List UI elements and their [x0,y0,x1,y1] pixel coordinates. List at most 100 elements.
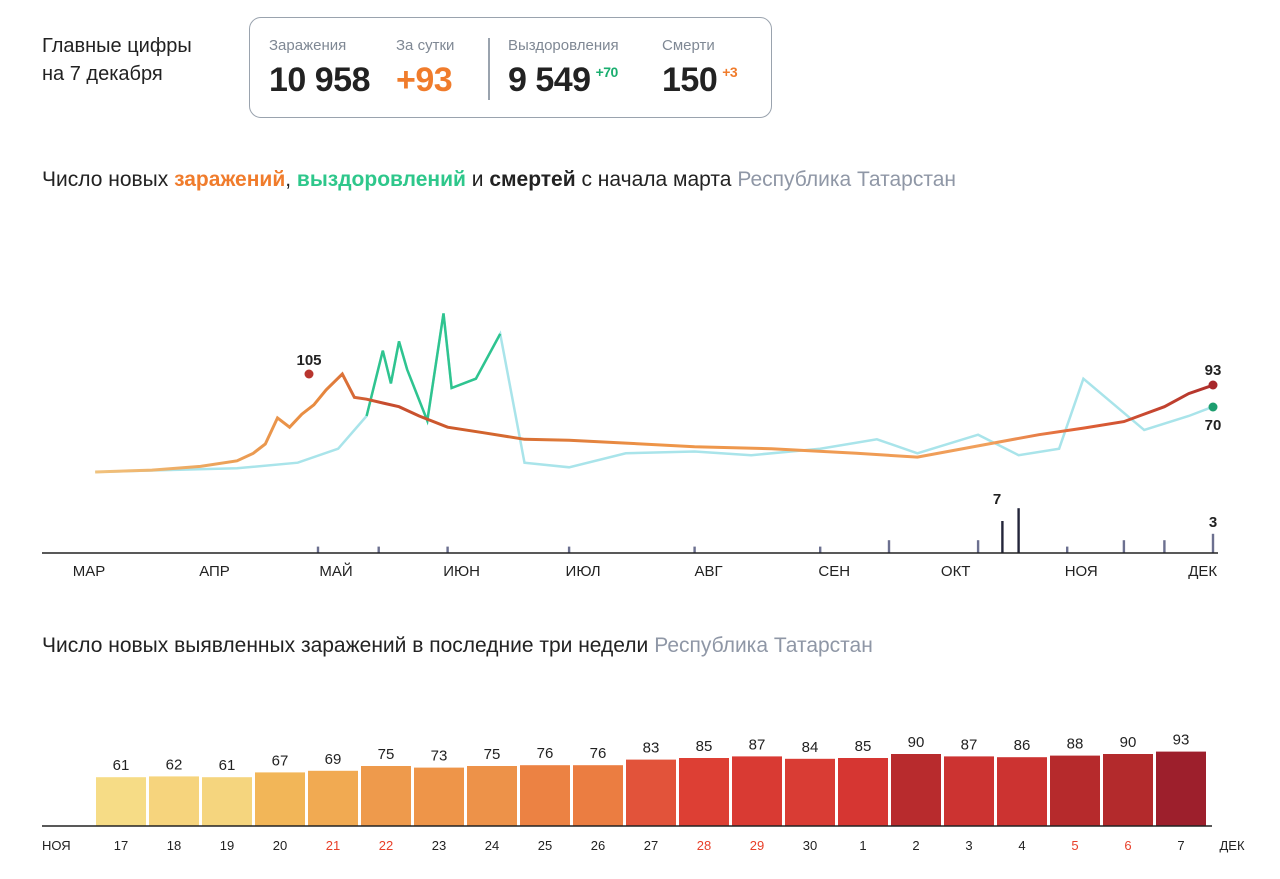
peak-marker [304,369,314,379]
death-bar [1122,540,1126,553]
bar-value: 87 [961,736,978,753]
day-label: 3 [965,838,972,853]
month-label: ИЮН [443,563,480,580]
bar [838,758,888,826]
day-label: 4 [1018,838,1025,853]
chart1-title: Число новых заражений, выздоровлений и с… [42,168,956,192]
chart1-title-sep1: , [285,168,297,191]
month-label: МАЙ [319,562,352,580]
infections-line [95,371,1214,474]
month-label: ДЕК [1188,563,1217,580]
chart2-plot: 61 62 61 67 69 75 73 75 76 76 83 85 87 84 85 90 87 86 88 90… [42,732,1245,853]
month-label: СЕН [818,563,850,580]
bar [361,766,411,826]
chart1-title-prefix: Число новых [42,168,175,191]
last-recoveries-marker [1208,402,1218,412]
summary-date: Главные цифры на 7 декабря [42,32,192,88]
month-label: МАР [73,563,106,580]
stat-daily-label: За сутки [396,37,455,54]
bar [997,757,1047,826]
bar-value: 75 [484,746,501,763]
last-infections-marker [1208,380,1218,390]
day-label: 5 [1071,838,1078,853]
day-label: 27 [644,838,658,853]
death-bar [976,540,980,553]
summary-date-line1: Главные цифры [42,35,192,57]
last-deaths-label: 3 [1209,514,1217,531]
bar-value: 86 [1014,737,1031,754]
day-label: 22 [379,838,393,853]
recoveries-line [95,313,1214,474]
bar [149,776,199,826]
bar-value: 90 [1120,734,1137,751]
bar [1103,754,1153,826]
day-label: 23 [432,838,446,853]
bar-value: 76 [537,745,554,762]
stat-infections-label: Заражения [269,37,347,54]
death-bar [567,546,571,553]
day-label: 28 [697,838,711,853]
bar-value: 88 [1067,736,1084,753]
bar [202,777,252,826]
chart1-title-sep2: и [465,168,490,191]
stat-recoveries-value: 9 549 [508,61,591,99]
month-label: АВГ [695,563,723,580]
chart2-region: Республика Татарстан [654,634,873,657]
death-bar [1017,508,1020,553]
day-label: 29 [750,838,764,853]
death-bar [446,546,449,553]
bar-value: 83 [643,740,660,757]
day-label: 24 [485,838,499,853]
bar-value: 67 [272,752,289,769]
bar-value: 61 [113,757,130,774]
chart1-title-recoveries: выздоровлений [296,168,466,191]
bar-value: 62 [166,756,183,773]
day-label: 17 [114,838,128,853]
deaths-bars [316,508,1215,553]
death-bar [693,546,696,553]
bar-value: 84 [802,739,819,756]
peak-label: 105 [296,352,321,369]
month-label: ИЮЛ [566,563,601,580]
stat-deaths-row: 150 +3 [662,61,738,100]
chart2-title-text: Число новых выявленных заражений в после… [42,634,649,657]
stat-deaths-label: Смерти [662,37,715,54]
death-bar [1163,540,1166,553]
stat-infections-value: 10 958 [269,61,371,99]
day-label: 2 [912,838,919,853]
month-label: НОЯ [1065,563,1098,580]
day-label: 21 [326,838,340,853]
bar-value: 87 [749,736,766,753]
stat-deaths-value: 150 [662,61,718,99]
death-bar [377,546,380,553]
bar [944,756,994,826]
chart2-title: Число новых выявленных заражений в после… [42,634,873,658]
month-label: ОКТ [941,563,971,580]
last-recoveries-label: 70 [1205,417,1222,434]
day-label: 18 [167,838,181,853]
bar-value: 93 [1173,732,1190,749]
day-label: 30 [803,838,817,853]
stats-panel: Заражения 10 958 За сутки +93 Выздоровле… [249,17,772,118]
bars: 61 62 61 67 69 75 73 75 76 76 83 85 87 84 85 90 87 86 88 90… [96,732,1206,826]
bar-value: 69 [325,751,342,768]
chart1-title-infections: заражений [174,168,286,191]
bar [891,754,941,826]
day-label: 20 [273,838,287,853]
stat-recoveries-delta: +70 [595,64,619,80]
chart1-plot: 105 93 70 7 3 МАР АПР МАЙ ИЮН ИЮЛ АВГ СЕН ОКТ НО… [42,313,1222,580]
month-label: АПР [199,563,230,580]
day-label: 7 [1177,838,1184,853]
bar-value: 61 [219,757,236,774]
death-bar [887,540,891,553]
bar-value: 76 [590,745,607,762]
day-label: 19 [220,838,234,853]
bar [96,777,146,826]
day-labels: 17 18 19 20 21 22 23 24 25 26 27 28 29 30 1 2 3 4 5 6 7 [114,838,1185,853]
bar [255,772,305,826]
bar [732,756,782,826]
stat-recoveries-row: 9 549 +70 [508,61,618,100]
peak-deaths-label: 7 [993,491,1001,508]
bar [467,766,517,826]
chart1-title-deaths: смертей [489,168,576,191]
